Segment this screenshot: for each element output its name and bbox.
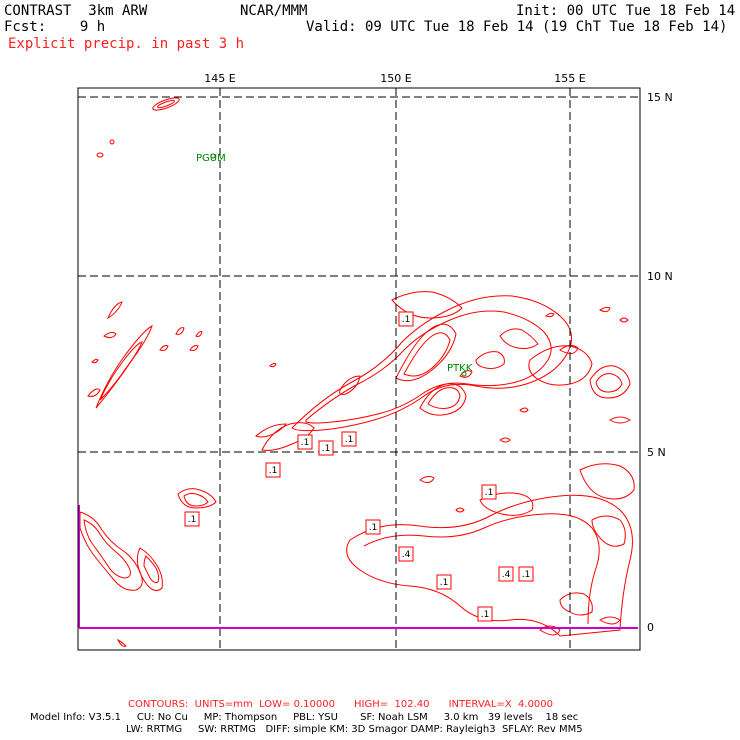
contour-label-box bbox=[436, 574, 452, 590]
station-ptkk: PTKK bbox=[447, 363, 473, 374]
contour-label-box bbox=[518, 566, 534, 582]
map-frame bbox=[77, 87, 641, 651]
init-time: Init: 00 UTC Tue 18 Feb 14 bbox=[516, 3, 736, 19]
model-info-line2: LW: RRTMG SW: RRTMG DIFF: simple KM: 3D … bbox=[126, 724, 583, 735]
contour-label: .1 bbox=[369, 523, 378, 533]
contour-label: .1 bbox=[485, 488, 494, 498]
lat-label-5n: 5 N bbox=[647, 446, 666, 459]
station-markers bbox=[210, 153, 467, 377]
map-grid bbox=[78, 88, 640, 650]
contour-label: .4 bbox=[502, 570, 511, 580]
forecast-hour: Fcst: 9 h bbox=[4, 19, 106, 35]
contour-label-box bbox=[477, 606, 493, 622]
domain-boundary bbox=[78, 505, 638, 629]
contour-label-box bbox=[297, 434, 313, 450]
contour-label-box bbox=[265, 462, 281, 478]
contour-info: CONTOURS: UNITS=mm LOW= 0.10000 HIGH= 10… bbox=[128, 699, 554, 710]
lat-label-10n: 10 N bbox=[647, 270, 673, 283]
valid-time: Valid: 09 UTC Tue 18 Feb 14 (19 ChT Tue … bbox=[306, 19, 728, 35]
contour-label: .4 bbox=[402, 550, 411, 560]
lon-label-155: 155 E bbox=[554, 72, 585, 85]
contour-label: .1 bbox=[188, 515, 197, 525]
contour-label-box bbox=[498, 566, 514, 582]
contour-label: .1 bbox=[481, 610, 490, 620]
precip-contours bbox=[79, 97, 635, 647]
contour-label-box bbox=[398, 546, 414, 562]
field-title: Explicit precip. in past 3 h bbox=[8, 36, 245, 52]
contour-label-box bbox=[365, 519, 381, 535]
station-pgum: PGUM bbox=[196, 153, 226, 164]
contour-label: .1 bbox=[322, 444, 331, 454]
contour-label: .1 bbox=[522, 570, 531, 580]
contour-label-box bbox=[184, 511, 200, 527]
contour-label-box bbox=[481, 484, 497, 500]
lat-label-0: 0 bbox=[647, 621, 654, 634]
lon-label-145: 145 E bbox=[204, 72, 235, 85]
contour-label: .1 bbox=[440, 578, 449, 588]
contour-label-box bbox=[398, 311, 414, 327]
model-title: CONTRAST 3km ARW bbox=[4, 3, 148, 19]
contour-label: .1 bbox=[345, 435, 354, 445]
contour-labels: .1 .1 .1 .1 .1 .1 .1 .1 .4 .1 .4 .1 .1 bbox=[184, 311, 534, 622]
contour-label-box bbox=[318, 440, 334, 456]
contour-label: .1 bbox=[402, 315, 411, 325]
lon-label-150: 150 E bbox=[380, 72, 411, 85]
lat-label-15n: 15 N bbox=[647, 91, 673, 104]
contour-label-box bbox=[341, 431, 357, 447]
model-info-line1: Model Info: V3.5.1 CU: No Cu MP: Thompso… bbox=[30, 712, 579, 723]
center-title: NCAR/MMM bbox=[240, 3, 308, 19]
contour-label: .1 bbox=[301, 438, 310, 448]
contour-label: .1 bbox=[269, 466, 278, 476]
station-labels: PGUM PTKK bbox=[196, 153, 473, 374]
